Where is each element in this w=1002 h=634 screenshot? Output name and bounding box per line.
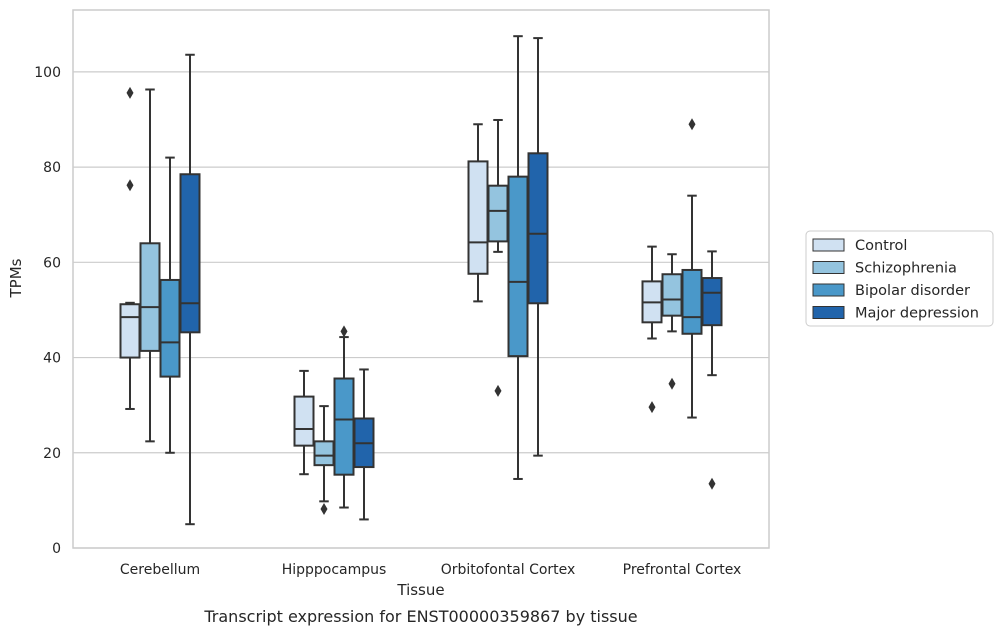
box-plot bbox=[681, 118, 703, 419]
y-tick-label: 60 bbox=[43, 255, 61, 271]
iqr-box bbox=[293, 395, 315, 447]
box-plot bbox=[159, 156, 181, 454]
legend-swatch bbox=[812, 283, 845, 297]
iqr-box bbox=[681, 268, 703, 335]
box-plot bbox=[661, 253, 683, 390]
box-plot bbox=[487, 118, 509, 397]
outlier-point bbox=[340, 325, 348, 338]
iqr-box bbox=[527, 152, 549, 305]
outlier-point bbox=[126, 86, 134, 99]
series-control bbox=[119, 86, 663, 476]
iqr-box bbox=[119, 303, 141, 359]
legend-label: Bipolar disorder bbox=[855, 283, 970, 299]
y-tick-label: 80 bbox=[43, 160, 61, 176]
x-tick-label: Orbitofontal Cortex bbox=[441, 562, 576, 578]
iqr-box bbox=[661, 273, 683, 317]
box-plot bbox=[353, 368, 375, 521]
outlier-point bbox=[126, 179, 134, 192]
legend-label: Schizophrenia bbox=[855, 261, 957, 277]
y-tick-labels: 0 20 40 60 80 100 bbox=[34, 65, 61, 557]
x-axis-label: Tissue bbox=[396, 581, 444, 599]
box-plot bbox=[313, 405, 335, 515]
iqr-box bbox=[333, 377, 355, 476]
outlier-point bbox=[494, 384, 502, 397]
iqr-box bbox=[179, 173, 201, 334]
outlier-point bbox=[708, 477, 716, 490]
box-plot bbox=[701, 250, 723, 490]
legend-label: Major depression bbox=[855, 306, 979, 322]
plot-frame bbox=[72, 9, 770, 549]
y-tick-label: 100 bbox=[34, 65, 61, 81]
series-major-depression bbox=[179, 37, 723, 526]
outlier-point bbox=[688, 118, 696, 131]
series-schizophrenia bbox=[139, 88, 683, 515]
legend: Control Schizophrenia Bipolar disorder Majo… bbox=[805, 230, 994, 327]
series-bipolar-disorder bbox=[159, 35, 703, 509]
legend-frame bbox=[805, 230, 994, 327]
iqr-box bbox=[701, 277, 723, 327]
legend-swatch bbox=[812, 306, 845, 319]
legend-swatch bbox=[812, 238, 845, 252]
y-axis-label: TPMs bbox=[7, 258, 25, 298]
x-tick-labels: Cerebellum Hipppocampus Orbitofontal Corte… bbox=[120, 562, 741, 578]
iqr-box bbox=[467, 160, 489, 275]
iqr-box bbox=[139, 242, 161, 352]
box-plot bbox=[293, 369, 315, 476]
x-tick-label: Hipppocampus bbox=[282, 562, 387, 578]
iqr-box bbox=[487, 184, 509, 243]
legend-swatch bbox=[812, 261, 845, 274]
outlier-point bbox=[648, 401, 656, 414]
box-plot bbox=[507, 35, 529, 480]
y-tick-label: 40 bbox=[43, 351, 61, 367]
x-tick-label: Cerebellum bbox=[120, 562, 200, 578]
legend-label: Control bbox=[855, 238, 907, 254]
box-plot bbox=[527, 37, 549, 457]
box-plot bbox=[333, 325, 355, 509]
y-tick-label: 20 bbox=[43, 446, 61, 462]
x-tick-label: Prefrontal Cortex bbox=[623, 562, 742, 578]
iqr-box bbox=[507, 175, 529, 358]
box-plot bbox=[641, 245, 663, 414]
box-series bbox=[119, 35, 723, 526]
box-plot bbox=[119, 86, 141, 410]
outlier-point bbox=[320, 502, 328, 515]
iqr-box bbox=[313, 440, 335, 467]
box-plot bbox=[467, 123, 489, 303]
box-plot bbox=[139, 88, 161, 443]
box-plot bbox=[179, 53, 201, 526]
outlier-point bbox=[668, 377, 676, 390]
y-tick-label: 0 bbox=[52, 541, 61, 557]
chart-caption: Transcript expression for ENST0000035986… bbox=[203, 607, 637, 626]
iqr-box bbox=[159, 278, 181, 378]
